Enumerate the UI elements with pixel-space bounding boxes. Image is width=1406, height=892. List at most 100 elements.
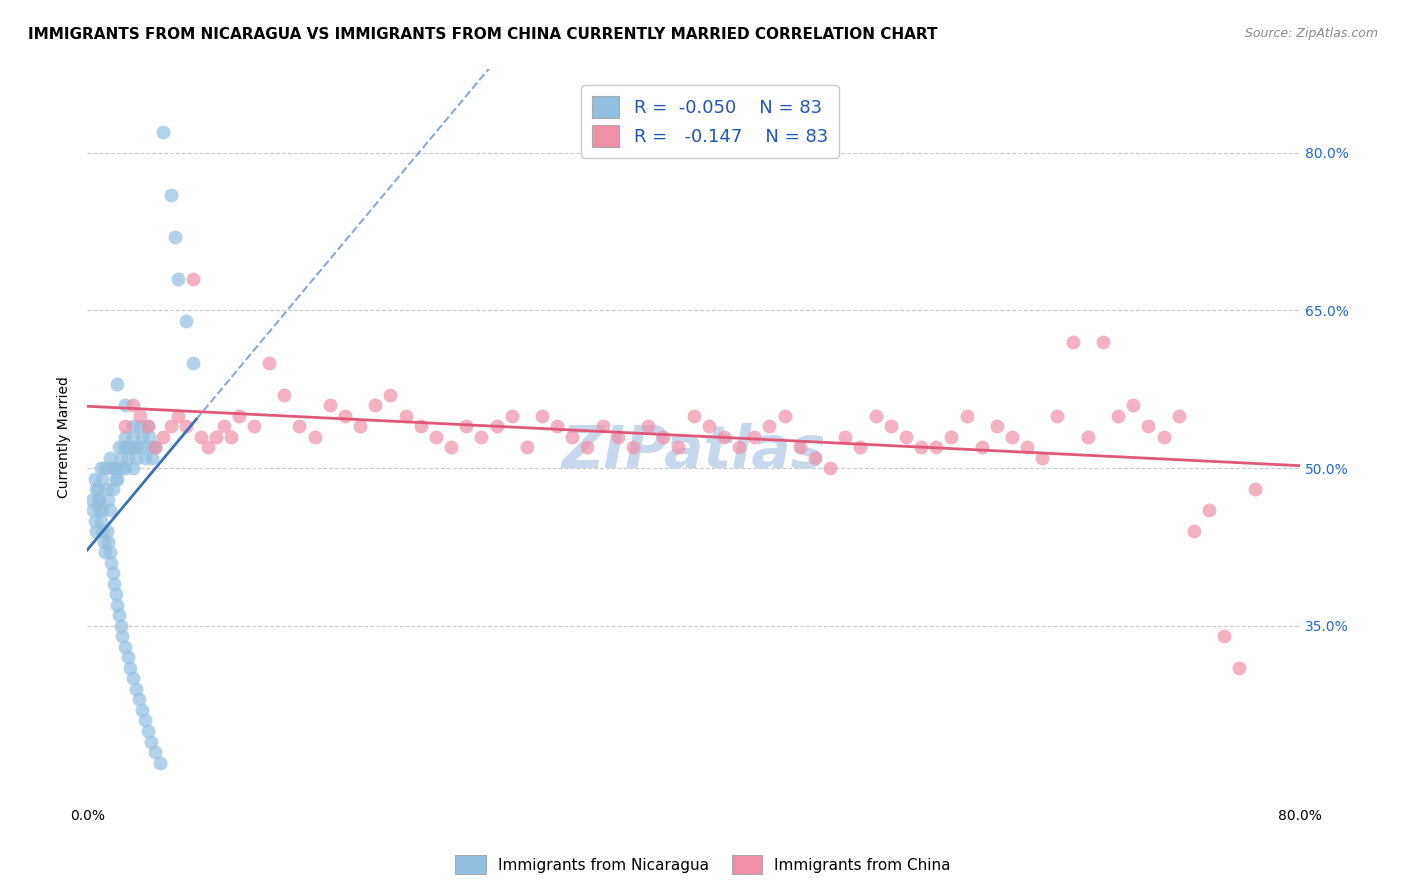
Point	[107, 461, 129, 475]
Point	[1001, 429, 1024, 443]
Point	[955, 409, 977, 423]
Point	[333, 409, 356, 423]
Point	[141, 450, 163, 465]
Point	[1182, 524, 1205, 539]
Point	[107, 376, 129, 391]
Point	[243, 419, 266, 434]
Point	[728, 440, 751, 454]
Point	[136, 419, 159, 434]
Point	[145, 745, 167, 759]
Point	[87, 492, 110, 507]
Legend: R =  -0.050    N = 83, R =   -0.147    N = 83: R = -0.050 N = 83, R = -0.147 N = 83	[581, 85, 839, 158]
Point	[1153, 429, 1175, 443]
Point	[138, 429, 160, 443]
Point	[818, 461, 841, 475]
Point	[84, 482, 107, 496]
Point	[668, 440, 690, 454]
Text: ZIPatlas: ZIPatlas	[561, 423, 825, 480]
Point	[159, 187, 181, 202]
Point	[124, 681, 146, 696]
Point	[941, 429, 963, 443]
Point	[546, 419, 568, 434]
Point	[1107, 409, 1129, 423]
Point	[103, 461, 125, 475]
Point	[1122, 398, 1144, 412]
Point	[118, 440, 141, 454]
Point	[136, 419, 159, 434]
Point	[152, 429, 174, 443]
Point	[110, 619, 132, 633]
Point	[165, 229, 187, 244]
Point	[107, 472, 129, 486]
Point	[205, 429, 228, 443]
Point	[107, 598, 129, 612]
Point	[1046, 409, 1069, 423]
Point	[1229, 661, 1251, 675]
Point	[273, 387, 295, 401]
Legend: Immigrants from Nicaragua, Immigrants from China: Immigrants from Nicaragua, Immigrants fr…	[449, 849, 957, 880]
Point	[117, 450, 139, 465]
Point	[1198, 503, 1220, 517]
Point	[100, 461, 122, 475]
Point	[96, 482, 118, 496]
Point	[1167, 409, 1189, 423]
Point	[409, 419, 432, 434]
Point	[108, 440, 131, 454]
Point	[319, 398, 342, 412]
Point	[682, 409, 704, 423]
Point	[101, 482, 124, 496]
Point	[94, 461, 117, 475]
Point	[129, 419, 152, 434]
Point	[100, 556, 122, 570]
Text: Source: ZipAtlas.com: Source: ZipAtlas.com	[1244, 27, 1378, 40]
Point	[190, 429, 212, 443]
Point	[470, 429, 492, 443]
Point	[145, 440, 167, 454]
Point	[101, 566, 124, 581]
Point	[80, 492, 103, 507]
Point	[114, 398, 136, 412]
Point	[118, 661, 141, 675]
Point	[114, 419, 136, 434]
Point	[121, 429, 143, 443]
Point	[139, 440, 162, 454]
Point	[111, 461, 134, 475]
Point	[91, 472, 114, 486]
Point	[114, 461, 136, 475]
Point	[89, 503, 111, 517]
Point	[111, 629, 134, 643]
Point	[773, 409, 796, 423]
Point	[149, 756, 172, 770]
Point	[145, 440, 167, 454]
Point	[561, 429, 583, 443]
Point	[288, 419, 311, 434]
Point	[83, 514, 105, 528]
Point	[1077, 429, 1099, 443]
Point	[98, 545, 121, 559]
Point	[456, 419, 478, 434]
Point	[1213, 629, 1236, 643]
Point	[89, 492, 111, 507]
Point	[501, 409, 523, 423]
Point	[425, 429, 447, 443]
Point	[131, 703, 153, 717]
Point	[380, 387, 402, 401]
Point	[174, 314, 197, 328]
Point	[440, 440, 463, 454]
Point	[114, 640, 136, 654]
Point	[1137, 419, 1160, 434]
Point	[257, 356, 280, 370]
Point	[804, 450, 827, 465]
Point	[129, 409, 152, 423]
Text: IMMIGRANTS FROM NICARAGUA VS IMMIGRANTS FROM CHINA CURRENTLY MARRIED CORRELATION: IMMIGRANTS FROM NICARAGUA VS IMMIGRANTS …	[28, 27, 938, 42]
Point	[93, 534, 115, 549]
Point	[122, 440, 145, 454]
Point	[970, 440, 993, 454]
Point	[97, 492, 120, 507]
Point	[621, 440, 644, 454]
Point	[136, 724, 159, 739]
Point	[910, 440, 932, 454]
Point	[219, 429, 242, 443]
Point	[128, 692, 150, 706]
Point	[197, 440, 219, 454]
